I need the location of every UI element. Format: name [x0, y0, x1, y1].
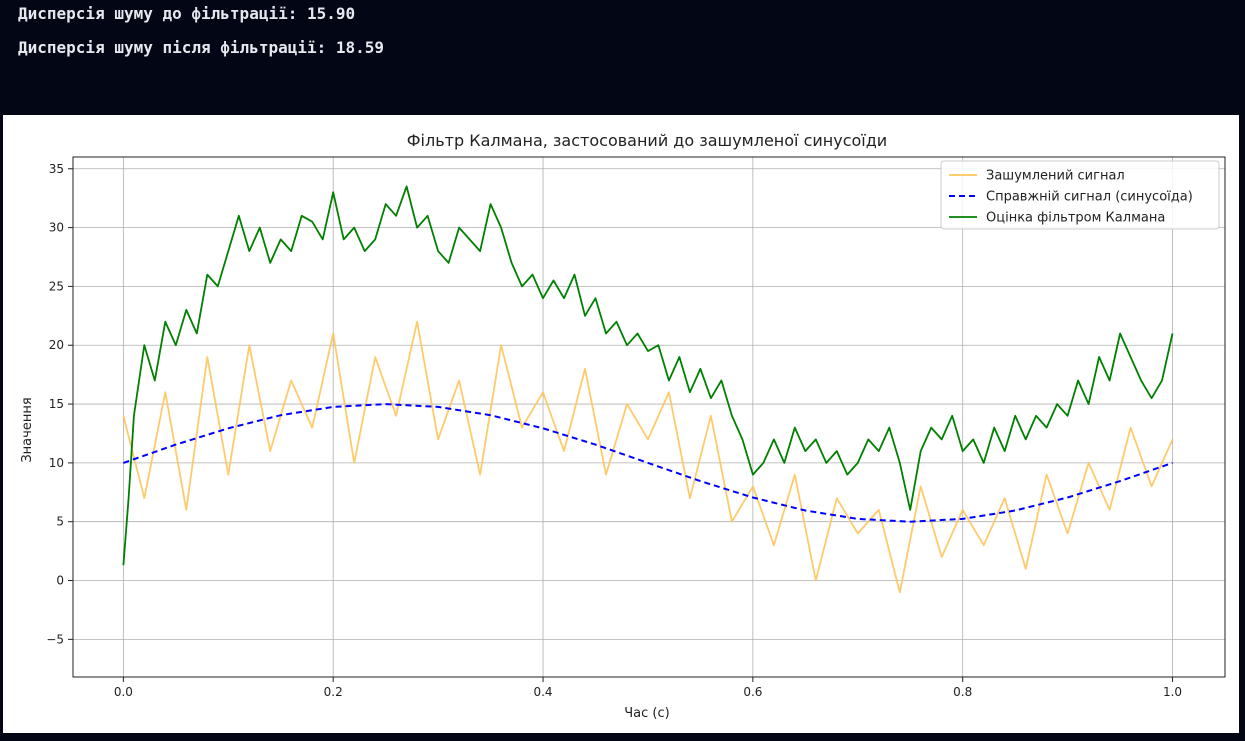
y-tick-label: 20	[49, 338, 64, 352]
x-tick-label: 0.2	[324, 685, 343, 699]
y-tick-label: 35	[49, 162, 64, 176]
y-tick-label: 5	[56, 515, 64, 529]
noisy-signal-line	[122, 320, 1174, 594]
kalman-chart: Фільтр Калмана, застосований до зашумлен…	[20, 131, 1226, 721]
series-layer	[122, 185, 1174, 594]
kalman-estimate-line	[122, 185, 1174, 566]
x-tick-label: 0.0	[114, 685, 133, 699]
y-tick-label: 0	[56, 574, 64, 588]
x-tick-label: 0.4	[533, 685, 552, 699]
x-tick-label: 0.8	[953, 685, 972, 699]
figure: Фільтр Калмана, застосований до зашумлен…	[3, 115, 1239, 733]
y-tick-label: 15	[49, 397, 64, 411]
true-signal-line	[123, 403, 1173, 523]
y-tick-label: 25	[49, 279, 64, 293]
noise-variance-after: Дисперсія шуму після фільтрації: 18.59	[18, 38, 385, 57]
legend-label: Оцінка фільтром Калмана	[986, 211, 1165, 226]
chart-title: Фільтр Калмана, застосований до зашумлен…	[407, 131, 887, 150]
y-axis-label: Значення	[20, 397, 35, 462]
axes-frame	[72, 156, 1226, 678]
ticks: 0.0 0.2 0.4 0.6 0.8 1.0 −5 0 5 10 15 20 25 30 35	[46, 162, 1182, 699]
x-tick-label: 1.0	[1163, 685, 1182, 699]
y-tick-label: 10	[49, 456, 64, 470]
y-tick-label: −5	[46, 632, 64, 646]
legend: Зашумлений сигнал Справжній сигнал (синус…	[940, 160, 1220, 230]
bottom-bar	[0, 733, 1245, 741]
x-tick-label: 0.6	[743, 685, 762, 699]
legend-label: Справжній сигнал (синусоїда)	[986, 190, 1193, 205]
y-tick-label: 30	[49, 221, 64, 235]
noise-variance-before: Дисперсія шуму до фільтрації: 15.90	[18, 4, 356, 23]
console-output: Дисперсія шуму до фільтрації: 15.90 Дисп…	[0, 0, 1245, 115]
x-axis-label: Час (с)	[624, 706, 669, 721]
legend-box	[940, 160, 1220, 230]
legend-label: Зашумлений сигнал	[986, 169, 1125, 184]
